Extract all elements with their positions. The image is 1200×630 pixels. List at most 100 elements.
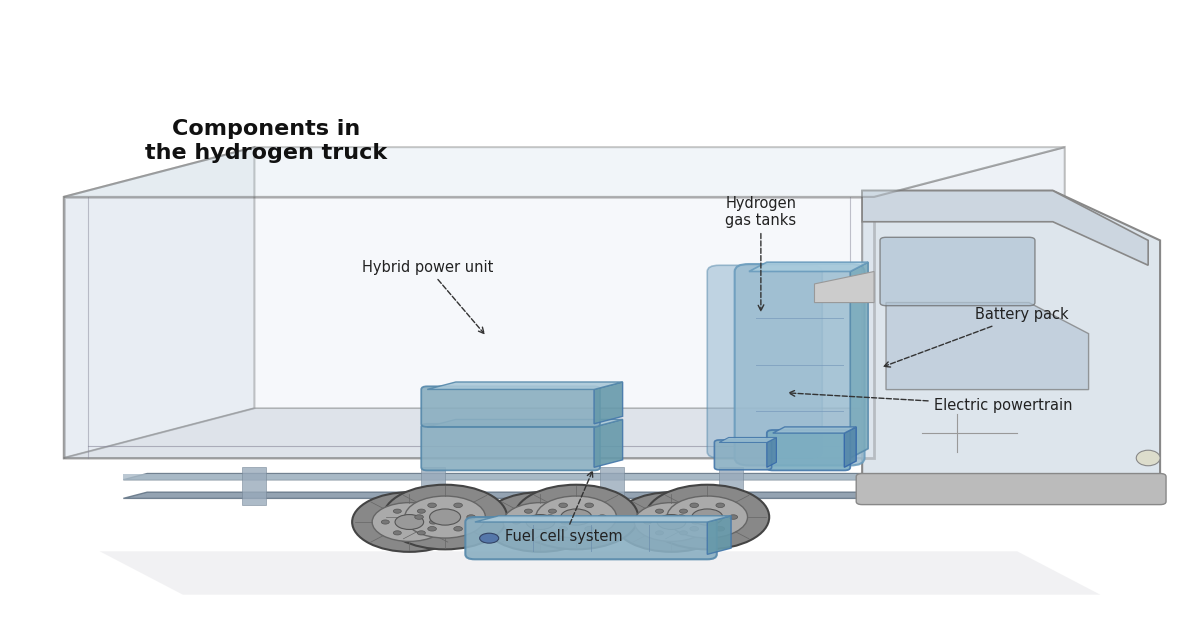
Circle shape (548, 509, 557, 513)
Circle shape (418, 509, 425, 513)
Circle shape (716, 503, 725, 508)
Circle shape (427, 527, 437, 531)
Polygon shape (124, 474, 946, 479)
Polygon shape (64, 147, 254, 458)
Circle shape (655, 509, 664, 513)
Circle shape (691, 520, 700, 524)
Circle shape (559, 503, 568, 508)
Circle shape (614, 492, 728, 552)
Circle shape (560, 520, 569, 524)
Text: Hydrogen
gas tanks: Hydrogen gas tanks (725, 195, 797, 311)
Circle shape (635, 503, 709, 541)
Circle shape (526, 515, 554, 529)
Text: Battery pack: Battery pack (884, 307, 1069, 367)
Polygon shape (594, 420, 623, 467)
Circle shape (467, 515, 475, 519)
FancyBboxPatch shape (767, 430, 851, 471)
Circle shape (454, 527, 462, 531)
Circle shape (679, 509, 688, 513)
Circle shape (395, 515, 424, 529)
Circle shape (404, 496, 485, 538)
Polygon shape (719, 437, 776, 442)
Circle shape (352, 492, 467, 552)
Circle shape (646, 484, 769, 549)
Circle shape (383, 484, 508, 549)
Polygon shape (124, 474, 922, 479)
Circle shape (394, 531, 401, 535)
Circle shape (691, 509, 722, 525)
Circle shape (427, 503, 437, 508)
FancyBboxPatch shape (734, 264, 864, 466)
Circle shape (514, 484, 638, 549)
Circle shape (677, 515, 685, 519)
Circle shape (690, 503, 698, 508)
Circle shape (546, 515, 554, 519)
Circle shape (524, 531, 533, 535)
Circle shape (679, 531, 688, 535)
Circle shape (480, 533, 499, 543)
Text: Components in
the hydrogen truck: Components in the hydrogen truck (145, 119, 388, 163)
Circle shape (548, 531, 557, 535)
Circle shape (415, 515, 424, 519)
Polygon shape (427, 420, 623, 427)
Polygon shape (600, 467, 624, 505)
Circle shape (728, 515, 738, 519)
Polygon shape (886, 302, 1088, 389)
Polygon shape (64, 408, 1064, 458)
Circle shape (418, 531, 425, 535)
Circle shape (655, 531, 664, 535)
Circle shape (536, 496, 617, 538)
Circle shape (524, 509, 533, 513)
Circle shape (643, 520, 652, 524)
Circle shape (690, 527, 698, 531)
Circle shape (598, 515, 606, 519)
Circle shape (430, 509, 461, 525)
FancyBboxPatch shape (857, 474, 1166, 505)
Circle shape (584, 503, 594, 508)
Circle shape (584, 527, 594, 531)
Polygon shape (749, 262, 868, 272)
Circle shape (382, 520, 389, 524)
Polygon shape (475, 516, 731, 522)
Circle shape (430, 520, 437, 524)
FancyBboxPatch shape (421, 386, 600, 427)
Polygon shape (64, 197, 874, 458)
Circle shape (716, 527, 725, 531)
Polygon shape (64, 408, 1064, 458)
Polygon shape (845, 427, 857, 467)
Polygon shape (421, 467, 445, 505)
FancyBboxPatch shape (421, 424, 600, 471)
Polygon shape (874, 147, 1064, 458)
Polygon shape (707, 516, 731, 554)
Circle shape (512, 520, 521, 524)
Circle shape (559, 527, 568, 531)
Text: Electric powertrain: Electric powertrain (790, 391, 1072, 413)
Polygon shape (64, 147, 1064, 197)
Circle shape (667, 496, 748, 538)
Polygon shape (767, 437, 776, 467)
Text: Hybrid power unit: Hybrid power unit (361, 260, 493, 333)
FancyBboxPatch shape (707, 265, 822, 458)
Polygon shape (773, 427, 857, 433)
Polygon shape (124, 492, 946, 498)
FancyBboxPatch shape (466, 517, 716, 559)
Polygon shape (100, 551, 1100, 595)
Circle shape (394, 509, 401, 513)
Text: Fuel cell system: Fuel cell system (505, 471, 623, 544)
Polygon shape (862, 191, 1160, 489)
Circle shape (372, 503, 446, 541)
Polygon shape (242, 467, 266, 505)
Polygon shape (851, 262, 868, 458)
Circle shape (560, 509, 592, 525)
Polygon shape (427, 382, 623, 389)
Polygon shape (594, 382, 623, 424)
Polygon shape (719, 467, 743, 505)
Circle shape (503, 503, 577, 541)
Circle shape (484, 492, 598, 552)
Polygon shape (815, 272, 874, 302)
FancyBboxPatch shape (880, 238, 1034, 306)
Polygon shape (862, 191, 1148, 265)
Ellipse shape (1136, 450, 1160, 466)
Circle shape (454, 503, 462, 508)
Circle shape (658, 515, 685, 529)
